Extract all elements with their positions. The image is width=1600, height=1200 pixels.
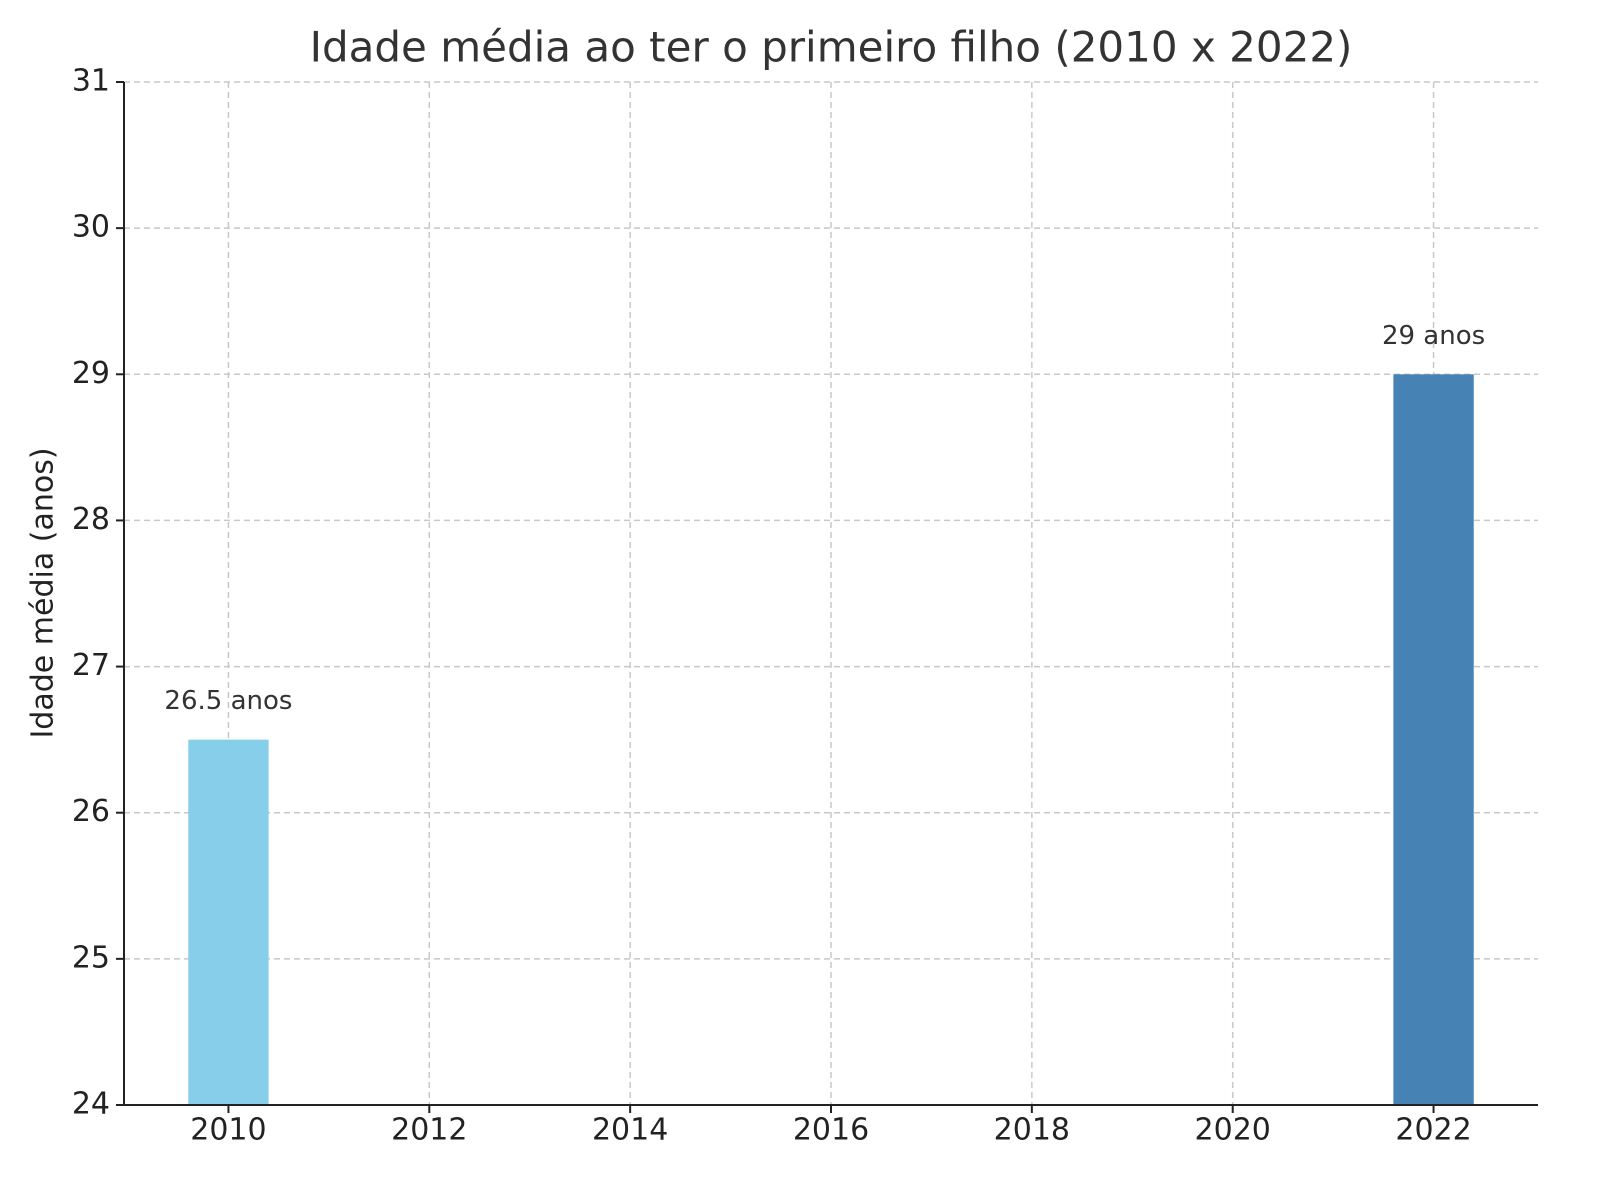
y-tick-label: 25 bbox=[72, 940, 110, 975]
y-tick-label: 31 bbox=[72, 64, 110, 99]
y-tick-label: 27 bbox=[72, 648, 110, 683]
bar bbox=[1393, 374, 1474, 1105]
x-tick-label: 2020 bbox=[1195, 1113, 1271, 1148]
x-tick-label: 2022 bbox=[1395, 1113, 1471, 1148]
y-tick-label: 29 bbox=[72, 356, 110, 391]
chart-title: Idade média ao ter o primeiro filho (201… bbox=[310, 23, 1353, 72]
x-tick-label: 2018 bbox=[994, 1113, 1070, 1148]
y-tick-label: 26 bbox=[72, 794, 110, 829]
y-tick-label: 28 bbox=[72, 502, 110, 537]
x-tick-label: 2016 bbox=[793, 1113, 869, 1148]
y-tick-label: 30 bbox=[72, 210, 110, 245]
x-tick-label: 2010 bbox=[190, 1113, 266, 1148]
value-label: 29 anos bbox=[1382, 321, 1485, 351]
x-tick-label: 2014 bbox=[592, 1113, 668, 1148]
value-label: 26.5 anos bbox=[164, 686, 292, 716]
y-axis-label: Idade média (anos) bbox=[26, 447, 61, 738]
y-tick-label: 24 bbox=[72, 1087, 110, 1122]
bar bbox=[188, 739, 269, 1105]
x-tick-label: 2012 bbox=[391, 1113, 467, 1148]
